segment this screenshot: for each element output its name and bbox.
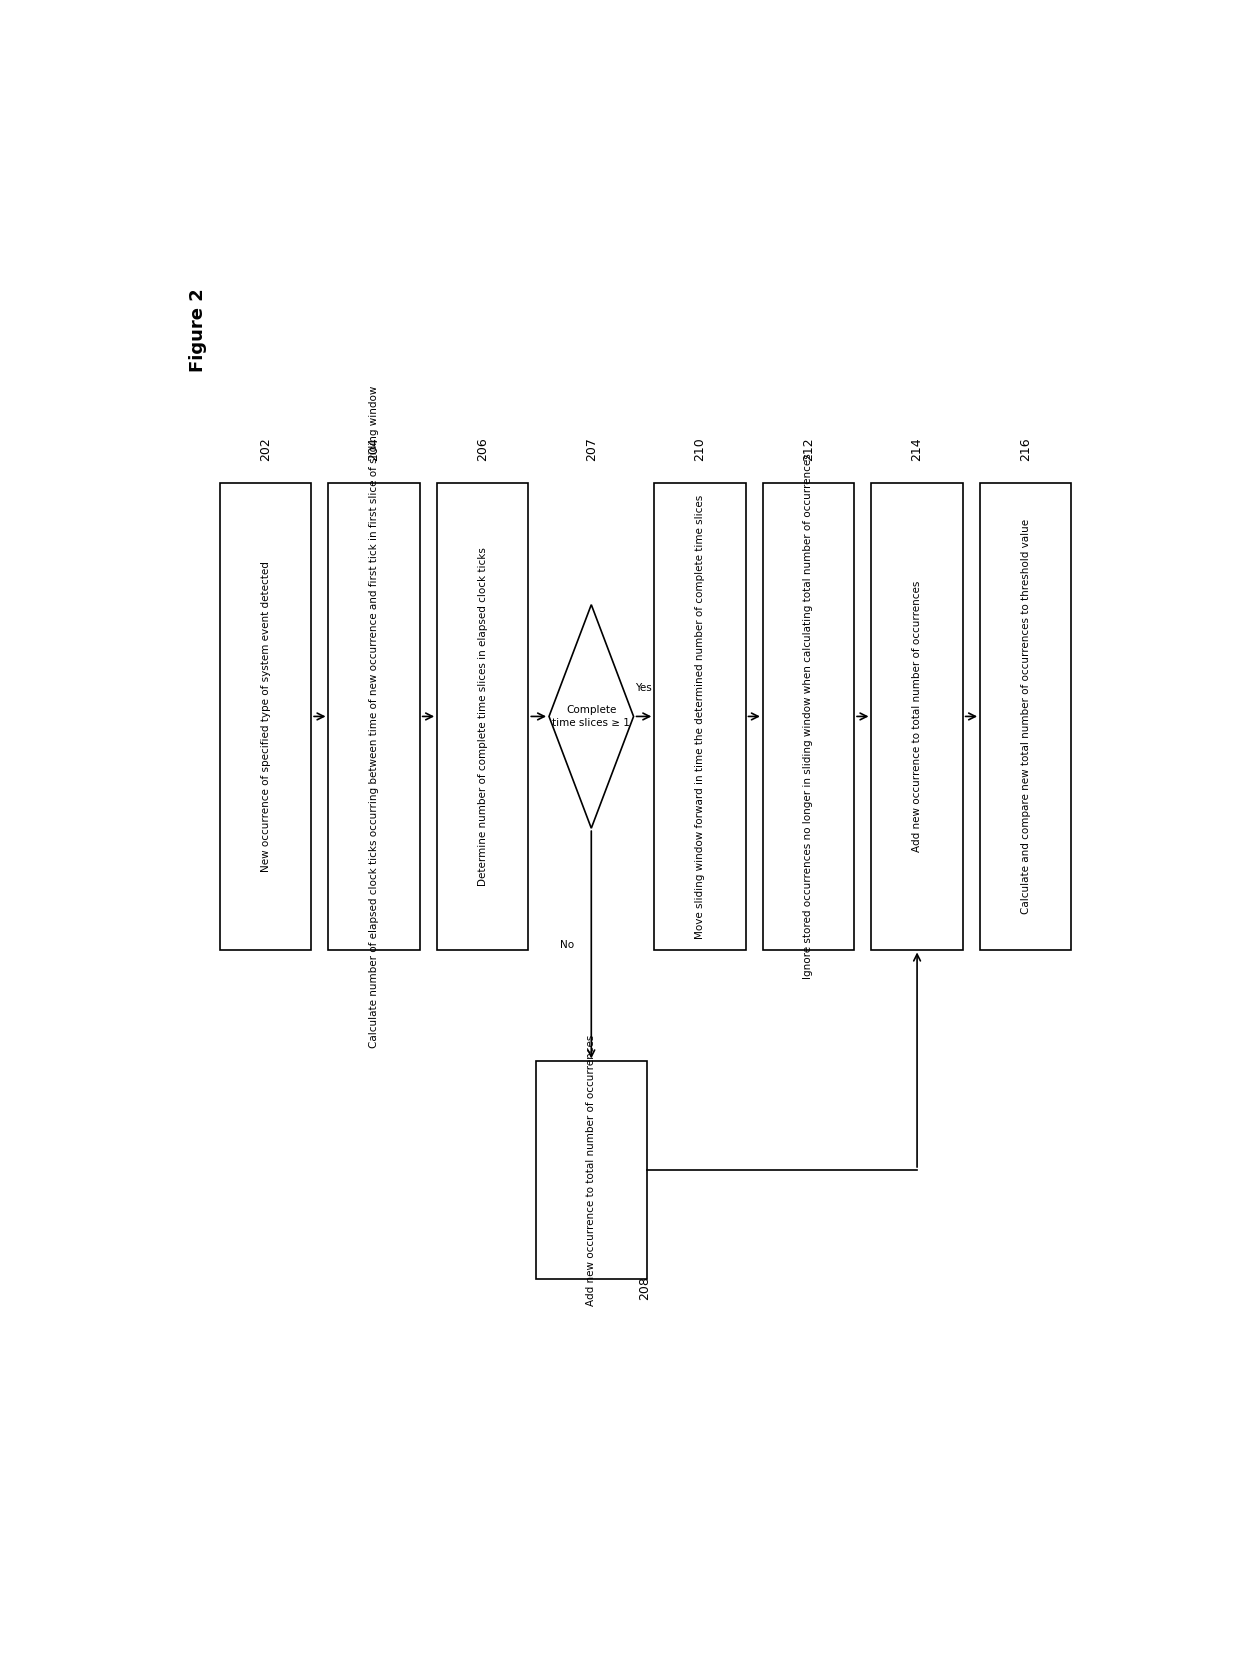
Text: Calculate number of elapsed clock ticks occurring between time of new occurrence: Calculate number of elapsed clock ticks … [370,385,379,1047]
Text: 204: 204 [367,438,381,461]
Polygon shape [549,604,634,828]
Bar [219,483,311,949]
Bar [980,483,1071,949]
Text: 212: 212 [802,438,815,461]
Text: No: No [560,939,574,951]
Bar [536,1062,646,1279]
Bar [436,483,528,949]
Text: Add new occurrence to total number of occurrences: Add new occurrence to total number of oc… [913,581,923,853]
Bar [329,483,420,949]
Text: Complete
time slices ≥ 1: Complete time slices ≥ 1 [552,705,630,728]
Text: 214: 214 [910,438,924,461]
Text: 206: 206 [476,438,490,461]
Bar [872,483,962,949]
Text: Move sliding window forward in time the determined number of complete time slice: Move sliding window forward in time the … [694,494,704,939]
Text: 216: 216 [1019,438,1032,461]
Text: Add new occurrence to total number of occurrences: Add new occurrence to total number of oc… [587,1034,596,1306]
Text: New occurrence of specified type of system event detected: New occurrence of specified type of syst… [260,561,270,873]
Text: 202: 202 [259,438,272,461]
Text: 210: 210 [693,438,707,461]
Text: 208: 208 [639,1276,651,1301]
Text: Yes: Yes [636,684,652,693]
Text: 207: 207 [585,436,598,461]
Text: Ignore stored occurrences no longer in sliding window when calculating total num: Ignore stored occurrences no longer in s… [804,453,813,979]
Bar [763,483,854,949]
Bar [655,483,745,949]
Text: Calculate and compare new total number of occurrences to threshold value: Calculate and compare new total number o… [1021,519,1030,914]
Text: Determine number of complete time slices in elapsed clock ticks: Determine number of complete time slices… [477,547,487,886]
Text: Figure 2: Figure 2 [190,289,207,372]
